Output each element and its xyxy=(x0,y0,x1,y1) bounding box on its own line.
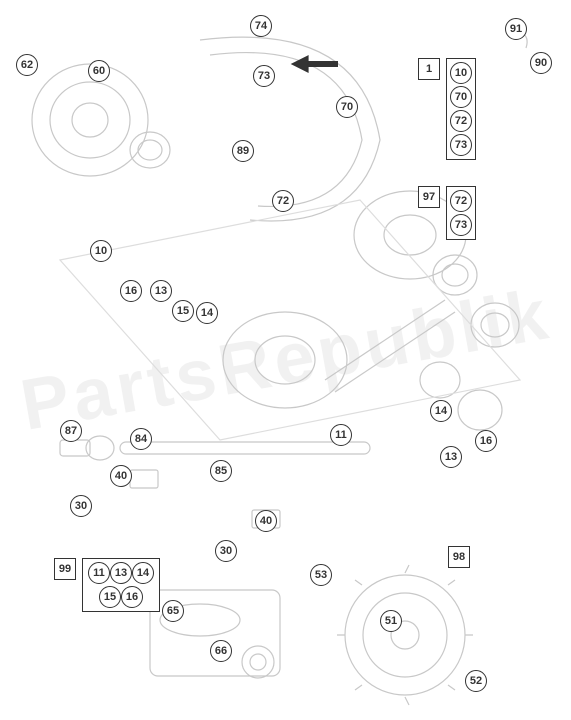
group-1-item-70: 70 xyxy=(450,86,472,108)
group-1-item-10: 10 xyxy=(450,62,472,84)
callout-65: 65 xyxy=(162,600,184,622)
lineart xyxy=(0,0,571,720)
callout-85: 85 xyxy=(210,460,232,482)
callout-40b: 40 xyxy=(255,510,277,532)
callout-66: 66 xyxy=(210,640,232,662)
callout-87: 87 xyxy=(60,420,82,442)
callout-72: 72 xyxy=(272,190,294,212)
group-lead-1: 1 xyxy=(418,58,440,80)
callout-10: 10 xyxy=(90,240,112,262)
callout-14: 14 xyxy=(196,302,218,324)
callout-60: 60 xyxy=(88,60,110,82)
group-box-97: 7273 xyxy=(446,186,476,240)
callout-53: 53 xyxy=(310,564,332,586)
group-99-item-11: 11 xyxy=(88,562,110,584)
group-lead-99: 99 xyxy=(54,558,76,580)
diagram-stage: { "meta": { "width": 571, "height": 720,… xyxy=(0,0,571,720)
callout-74: 74 xyxy=(250,15,272,37)
callout-40: 40 xyxy=(110,465,132,487)
callout-13b: 13 xyxy=(440,446,462,468)
callout-14b: 14 xyxy=(430,400,452,422)
callout-11: 11 xyxy=(330,424,352,446)
group-99-item-15: 15 xyxy=(99,586,121,608)
group-lead-98: 98 xyxy=(448,546,470,568)
callout-91: 91 xyxy=(505,18,527,40)
group-97-item-72: 72 xyxy=(450,190,472,212)
group-99-item-16: 16 xyxy=(121,586,143,608)
group-99-item-14: 14 xyxy=(132,562,154,584)
callout-62: 62 xyxy=(16,54,38,76)
callout-84: 84 xyxy=(130,428,152,450)
callout-70: 70 xyxy=(336,96,358,118)
group-99-item-13: 13 xyxy=(110,562,132,584)
callout-73: 73 xyxy=(253,65,275,87)
callout-16b: 16 xyxy=(475,430,497,452)
watermark: PartsRepublik xyxy=(14,273,556,447)
group-1-item-72: 72 xyxy=(450,110,472,132)
group-box-1: 10707273 xyxy=(446,58,476,160)
callout-52: 52 xyxy=(465,670,487,692)
callout-90: 90 xyxy=(530,52,552,74)
callout-89: 89 xyxy=(232,140,254,162)
group-97-item-73: 73 xyxy=(450,214,472,236)
callout-30b: 30 xyxy=(215,540,237,562)
callout-15: 15 xyxy=(172,300,194,322)
callout-30: 30 xyxy=(70,495,92,517)
group-1-item-73: 73 xyxy=(450,134,472,156)
callout-51: 51 xyxy=(380,610,402,632)
group-box-99: 111314 1516 xyxy=(82,558,160,612)
callout-16: 16 xyxy=(120,280,142,302)
callout-13: 13 xyxy=(150,280,172,302)
group-lead-97: 97 xyxy=(418,186,440,208)
